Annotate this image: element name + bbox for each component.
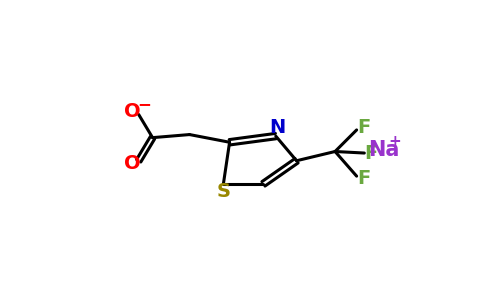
Text: −: −: [137, 95, 151, 113]
Text: F: F: [357, 118, 370, 137]
Text: O: O: [124, 154, 141, 173]
Text: N: N: [269, 118, 286, 137]
Text: S: S: [216, 182, 230, 201]
Text: F: F: [357, 169, 370, 188]
Text: O: O: [124, 102, 141, 121]
Text: Na: Na: [368, 140, 399, 160]
Text: F: F: [364, 143, 378, 163]
Text: +: +: [389, 134, 402, 149]
